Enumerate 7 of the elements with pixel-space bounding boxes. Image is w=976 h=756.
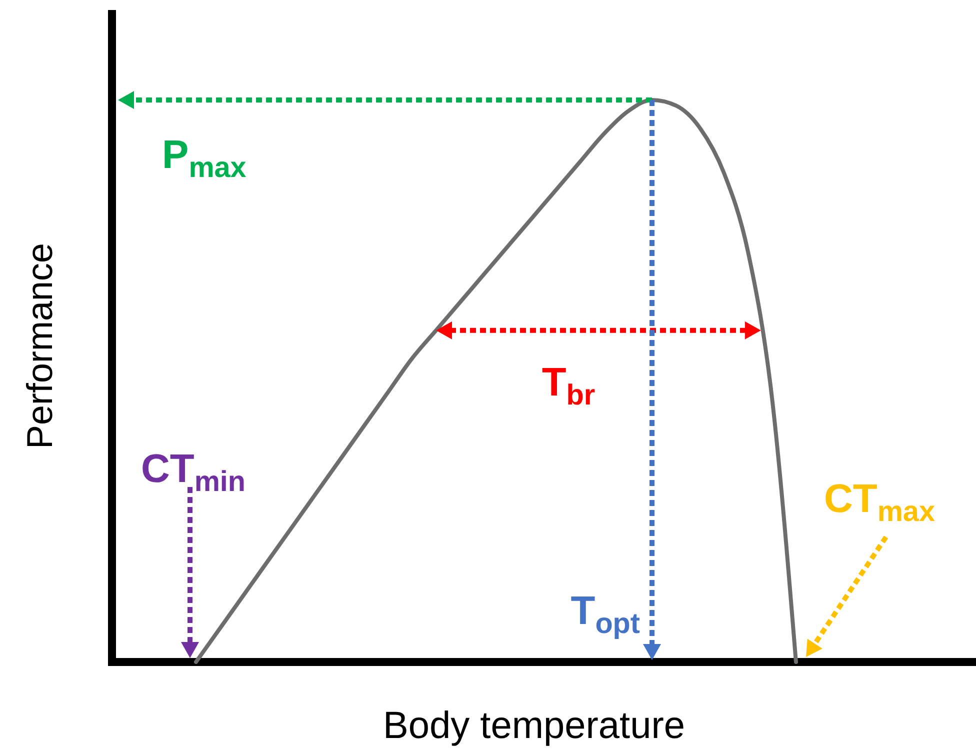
annotation: T$_{opt}$	[570, 589, 640, 640]
annotation: CT$_{max}$	[824, 477, 935, 528]
annotation: T$_{br}$	[542, 360, 596, 412]
y-axis-title: Performance	[19, 242, 60, 450]
x-axis-title: Body temperature	[382, 705, 686, 747]
annotation: P$_{max}$	[162, 133, 246, 184]
annotation: CT$_{min}$	[141, 447, 246, 498]
